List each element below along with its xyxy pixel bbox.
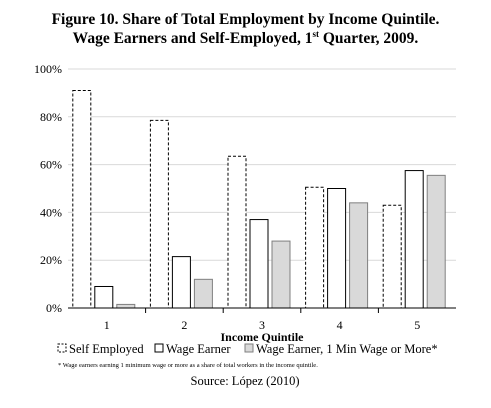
bar-solid-outline bbox=[94, 285, 114, 309]
bar-solid-outline bbox=[171, 256, 191, 309]
y-tick-label: 0% bbox=[46, 301, 62, 315]
chart-title-line-2: Wage Earners and Self-Employed, 1st Quar… bbox=[0, 29, 491, 48]
x-tick-label: 4 bbox=[337, 318, 343, 332]
bar-solid-outline bbox=[249, 219, 269, 309]
bar-dashed-outline bbox=[227, 155, 247, 309]
y-tick-label: 100% bbox=[34, 62, 62, 76]
footnote: * Wage earners earning 1 minimum wage or… bbox=[58, 362, 318, 369]
legend-swatch bbox=[244, 343, 254, 353]
legend-swatch bbox=[57, 343, 67, 353]
x-tick-label: 2 bbox=[181, 318, 187, 332]
legend-swatch bbox=[154, 343, 164, 353]
legend-entry: Self Employed bbox=[69, 342, 144, 356]
x-tick-label: 1 bbox=[104, 318, 110, 332]
chart-title-line-2-main: Wage Earners and Self-Employed, 1 bbox=[72, 30, 313, 47]
chart-title-line-2-end: Quarter, 2009. bbox=[319, 30, 419, 47]
y-tick-label: 20% bbox=[40, 253, 62, 267]
x-tick-label: 5 bbox=[414, 318, 420, 332]
bar-gray-fill bbox=[349, 202, 369, 309]
legend-entry: Wage Earner bbox=[166, 342, 231, 356]
legend: Self Employed Wage Earner Wage Earner, 1 M… bbox=[57, 342, 438, 356]
legend-entry: Wage Earner, 1 Min Wage or More* bbox=[256, 342, 438, 356]
bar-gray-fill bbox=[116, 303, 136, 309]
chart-title: Figure 10. Share of Total Employment by … bbox=[0, 10, 491, 48]
bar-dashed-outline bbox=[72, 90, 92, 309]
y-tick-label: 60% bbox=[40, 158, 62, 172]
x-tick-label: 3 bbox=[259, 318, 265, 332]
y-axis-ticks: 0% 20% 40% 60% 80% 100% bbox=[34, 62, 62, 315]
bar-dashed-outline bbox=[305, 186, 325, 309]
x-axis-title: Income Quintile bbox=[221, 330, 305, 344]
x-axis-ticks: 1 2 3 4 5 bbox=[104, 318, 420, 332]
y-tick-label: 40% bbox=[40, 205, 62, 219]
bar-dashed-outline bbox=[149, 119, 169, 309]
bar-solid-outline bbox=[404, 170, 424, 309]
chart-title-superscript: st bbox=[312, 29, 320, 39]
bars bbox=[72, 90, 446, 309]
bar-solid-outline bbox=[327, 188, 347, 309]
bar-gray-fill bbox=[271, 240, 291, 309]
bar-dashed-outline bbox=[382, 204, 402, 309]
bar-gray-fill bbox=[193, 278, 213, 309]
bar-gray-fill bbox=[426, 174, 446, 309]
axes bbox=[68, 307, 456, 313]
y-tick-label: 80% bbox=[40, 110, 62, 124]
source-note: Source: López (2010) bbox=[191, 374, 300, 388]
chart-title-line-1: Figure 10. Share of Total Employment by … bbox=[51, 11, 440, 28]
